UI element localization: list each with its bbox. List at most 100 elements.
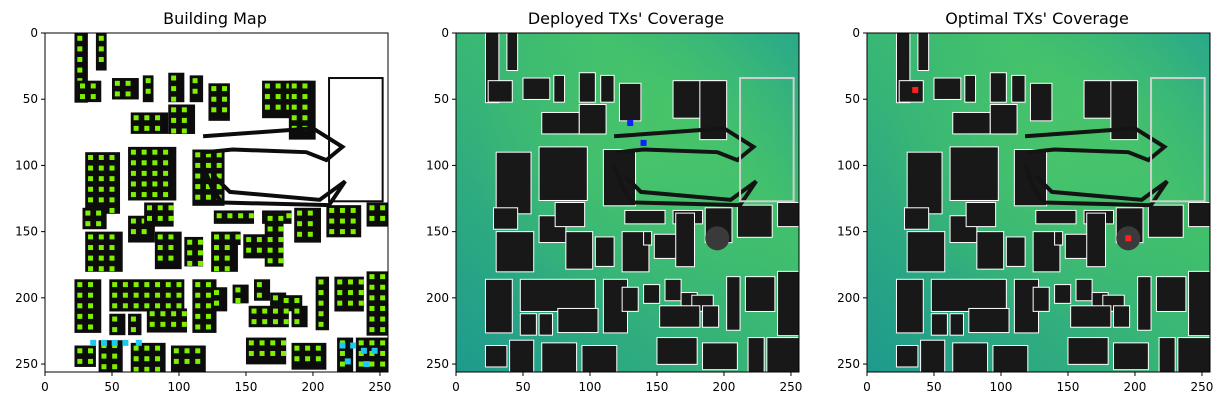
candidate-marker [133,125,139,131]
axes-frame [44,32,389,373]
candidate-marker [329,207,335,213]
y-tick-label: 150 [837,225,860,239]
building [744,276,776,312]
candidate-marker [270,340,276,346]
candidate-marker [155,345,161,351]
candidate-marker [318,300,324,306]
candidate-marker [171,321,177,327]
candidate-marker [168,255,174,261]
candidate-marker [286,213,292,219]
building [624,209,666,225]
y-tick-label: 250 [837,357,860,371]
building [1113,305,1131,328]
candidate-marker [109,266,115,272]
candidate-marker [88,176,94,182]
candidate-marker [155,282,161,288]
candidate-marker [211,86,217,92]
candidate-marker [291,94,297,100]
candidate-marker [125,91,131,97]
building [621,286,639,312]
y-tick-label: 250 [426,357,449,371]
candidate-marker [380,215,386,221]
candidate-marker [109,255,115,261]
candidate-marker [195,173,201,179]
x-tick-label: 250 [780,380,803,394]
candidate-marker [267,237,273,243]
candidate-marker [195,324,201,330]
candidate-marker [130,181,136,187]
candidate-marker [205,282,211,288]
building [1011,74,1026,103]
candidate-marker [380,350,386,356]
candidate-marker [168,215,174,221]
candidate-marker [278,247,284,253]
candidate-marker [112,316,118,322]
candidate-marker [155,115,161,121]
building [1029,82,1053,122]
building-outline [613,126,757,163]
candidate-marker [267,258,273,264]
selected-marker [371,347,378,354]
building [538,313,553,336]
candidate-marker [283,319,289,325]
building [581,345,618,373]
dome-building [705,226,730,251]
candidate-marker [337,279,343,285]
building [254,279,271,301]
building [487,80,513,103]
candidate-marker [380,361,386,367]
candidate-marker [88,313,94,319]
candidate-marker [133,292,139,298]
candidate-marker [122,303,128,309]
candidate-marker [264,104,270,110]
building [213,210,255,224]
candidate-marker [347,290,353,296]
candidate-marker [88,255,94,261]
candidate-marker [315,345,321,351]
candidate-marker [305,356,311,362]
candidate-marker [283,297,289,303]
candidate-marker [195,292,201,298]
building [656,337,698,365]
enclosure [328,77,384,203]
x-tick-label: 200 [713,380,736,394]
candidate-marker [278,226,284,232]
candidate-marker [259,350,265,356]
candidate-marker [157,205,163,211]
candidate-marker [90,83,96,89]
building [659,305,701,328]
y-tick-label: 50 [845,92,860,106]
candidate-marker [88,348,94,354]
candidate-marker [339,361,345,367]
candidate-marker [369,305,375,311]
candidate-marker [165,292,171,298]
candidate-marker [171,96,177,102]
candidate-marker [380,305,386,311]
candidate-marker [235,234,241,240]
candidate-marker [152,160,158,166]
candidate-marker [187,250,193,256]
candidate-marker [224,245,230,251]
candidate-marker [122,282,128,288]
panel-optimal-coverage: Optimal TXs' Coverage 0 50 100 150 200 250050… [837,9,1213,394]
candidate-marker [358,290,364,296]
y-tick-label: 200 [426,291,449,305]
candidate-marker [283,308,289,314]
candidate-marker [77,313,83,319]
transmitter-marker [640,139,647,146]
building [906,231,946,273]
candidate-marker [98,154,104,160]
candidate-marker [329,229,335,235]
candidate-marker [294,308,300,314]
building [618,82,642,122]
candidate-marker [171,311,177,317]
candidate-marker [369,205,375,211]
candidate-marker [369,316,375,322]
candidate-marker [380,205,386,211]
candidate-marker [88,303,94,309]
candidate-marker [256,282,262,288]
candidate-marker [157,234,163,240]
y-tick-label: 150 [15,225,38,239]
